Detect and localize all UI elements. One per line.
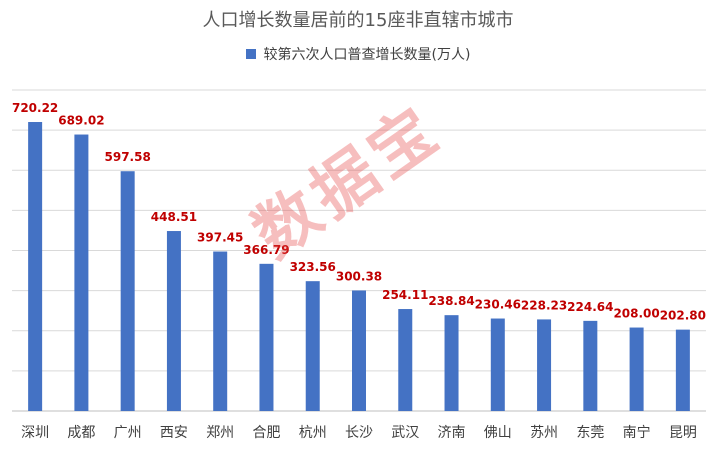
- data-label: 397.45: [197, 231, 243, 245]
- data-label: 202.80: [660, 309, 706, 323]
- legend-swatch: [245, 49, 256, 59]
- data-label: 366.79: [243, 243, 289, 257]
- x-tick-label: 成都: [67, 425, 95, 441]
- bar: [398, 309, 413, 411]
- data-label: 208.00: [613, 307, 659, 321]
- x-tick-label: 合肥: [252, 425, 280, 441]
- bar: [259, 263, 274, 411]
- bar: [213, 251, 228, 411]
- bar: [444, 315, 459, 411]
- data-label: 597.58: [105, 150, 151, 164]
- x-tick-label: 佛山: [484, 425, 512, 441]
- x-tick-label: 长沙: [345, 425, 373, 441]
- bar: [490, 318, 505, 411]
- data-label: 323.56: [290, 260, 336, 274]
- x-tick-label: 广州: [114, 425, 142, 441]
- x-tick-label: 西安: [160, 425, 188, 441]
- data-label: 228.23: [521, 298, 567, 312]
- bar: [305, 281, 320, 411]
- data-label: 254.11: [382, 288, 428, 302]
- data-label: 448.51: [151, 210, 197, 224]
- data-label: 689.02: [58, 114, 104, 128]
- x-tick-label: 杭州: [299, 425, 327, 441]
- bar: [120, 171, 135, 411]
- x-tick-label: 昆明: [669, 425, 697, 441]
- bar: [675, 329, 690, 411]
- x-tick-label: 东莞: [576, 425, 604, 441]
- x-tick-label: 苏州: [530, 425, 558, 441]
- legend-label: 较第六次人口普查增长数量(万人): [263, 47, 471, 63]
- bar: [629, 327, 644, 411]
- x-tick-label: 深圳: [21, 425, 49, 441]
- data-label: 300.38: [336, 269, 382, 283]
- bar: [352, 290, 366, 411]
- data-label: 238.84: [428, 294, 474, 308]
- bar: [28, 122, 43, 412]
- bar: [166, 231, 181, 411]
- bar: [74, 134, 89, 411]
- bar: [583, 320, 598, 411]
- x-tick-label: 武汉: [391, 425, 419, 441]
- legend: 较第六次人口普查增长数量(万人): [0, 44, 716, 64]
- x-tick-label: 济南: [438, 425, 466, 441]
- data-label: 720.22: [12, 101, 58, 115]
- bar: [537, 319, 552, 411]
- chart-title: 人口增长数量居前的15座非直辖市城市: [202, 10, 514, 31]
- data-label: 224.64: [567, 300, 613, 314]
- x-tick-label: 郑州: [206, 425, 234, 441]
- x-tick-label: 南宁: [623, 424, 651, 441]
- data-label: 230.46: [475, 298, 521, 312]
